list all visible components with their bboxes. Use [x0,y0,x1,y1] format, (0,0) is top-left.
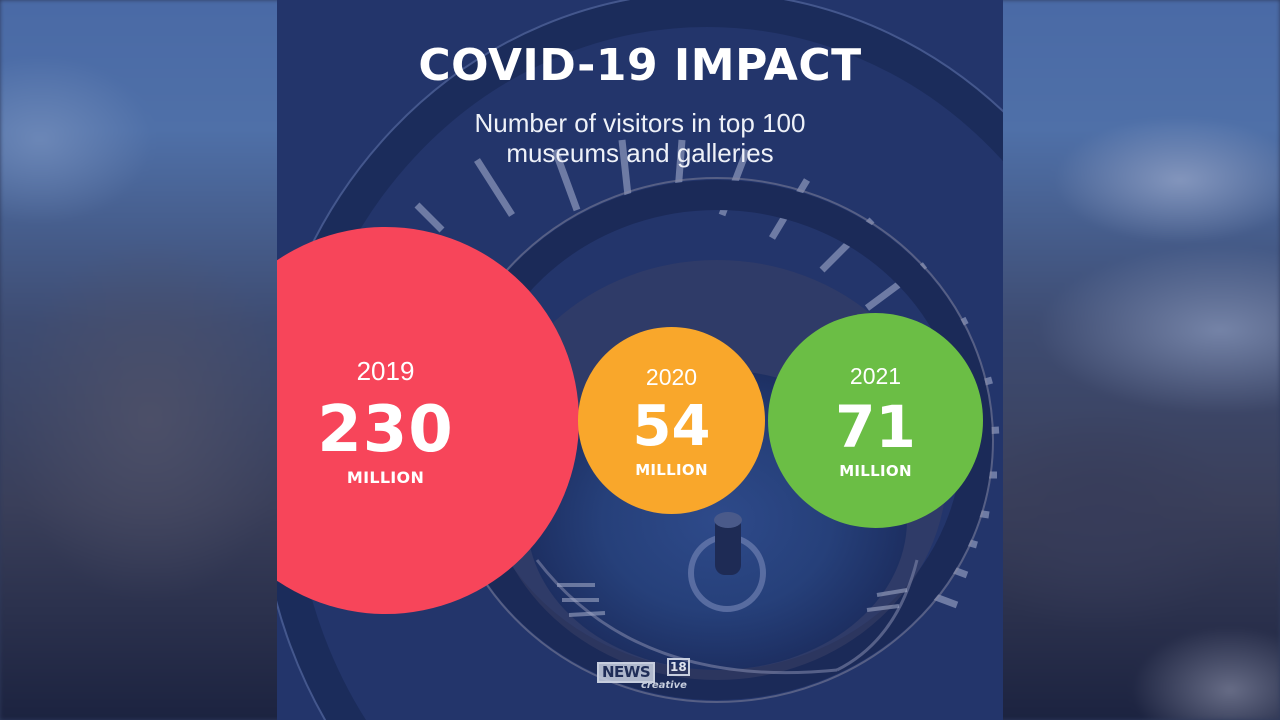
logo-number: 18 [667,658,690,676]
bubble-2021: 2021 71 MILLION [768,313,983,528]
unit-label: MILLION [346,467,425,487]
infographic-title: COVID-19 IMPACT [418,40,862,91]
visitor-count: 230 [317,392,454,467]
news18-creative-logo: NEWS 18 creative [597,658,690,694]
subtitle-line-1: Number of visitors in top 100 [474,108,806,138]
subtitle-line-2: museums and galleries [506,138,774,168]
infographic-subtitle: Number of visitors in top 100 museums an… [277,108,1003,168]
year-label: 2021 [849,362,902,389]
bubble-2019: 2019 230 MILLION [277,227,579,614]
logo-news-text: NEWS [597,662,656,683]
bubble-2020: 2020 54 MILLION [578,327,765,514]
unit-label: MILLION [635,460,708,479]
logo-tagline: creative [641,680,687,691]
unit-label: MILLION [839,461,912,480]
year-label: 2020 [645,363,698,390]
visitor-count: 71 [835,392,916,461]
year-label: 2019 [356,355,415,386]
visitor-count: 54 [632,393,711,459]
infographic-card: COVID-19 IMPACT Number of visitors in to… [277,0,1003,720]
